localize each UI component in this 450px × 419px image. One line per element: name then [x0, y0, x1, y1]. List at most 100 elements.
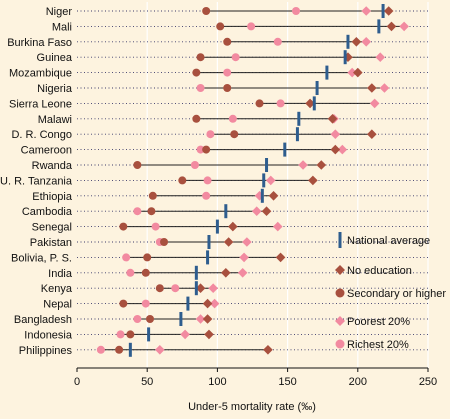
legend-label: National average	[347, 235, 430, 247]
poorest-20-marker	[265, 175, 276, 186]
country-label: Cameroon	[21, 145, 72, 157]
poorest-20-marker	[272, 221, 283, 232]
x-tick-label: 100	[208, 376, 226, 388]
legend-secondary-or-higher-marker	[335, 288, 345, 298]
poorest-20-marker	[209, 298, 220, 309]
national-average-marker	[224, 204, 228, 219]
country-row: U. R. Tanzania	[0, 173, 428, 188]
country-label: Pakistan	[30, 237, 72, 249]
national-average-marker	[346, 34, 350, 49]
country-label: Nepal	[43, 299, 72, 311]
national-average-marker	[215, 219, 219, 234]
no-education-marker	[263, 345, 273, 355]
country-label: Mali	[52, 21, 72, 33]
richest-20-marker	[116, 330, 125, 339]
no-education-marker	[327, 114, 338, 124]
secondary-or-higher-marker	[155, 284, 164, 293]
no-education-marker	[383, 6, 394, 16]
richest-20-marker	[292, 7, 301, 15]
no-education-marker	[261, 206, 272, 216]
x-tick-label: 0	[74, 376, 80, 388]
legend-richest-20-marker	[335, 339, 345, 349]
secondary-or-higher-marker	[147, 207, 156, 216]
richest-20-marker	[203, 176, 212, 185]
country-label: Niger	[46, 6, 73, 18]
secondary-or-higher-marker	[143, 253, 152, 262]
legend-item: No education	[335, 265, 412, 277]
country-label: Kenya	[41, 283, 73, 295]
country-row: Senegal	[32, 219, 428, 234]
country-row: India	[48, 265, 428, 280]
no-education-marker	[386, 21, 397, 32]
country-label: Cambodia	[22, 206, 73, 218]
country-row: Indonesia	[24, 327, 428, 342]
secondary-or-higher-marker	[223, 84, 232, 92]
secondary-or-higher-marker	[178, 176, 187, 185]
x-tick-label: 150	[278, 376, 296, 388]
richest-20-marker	[151, 222, 160, 231]
country-row: Cameroon	[21, 142, 428, 157]
secondary-or-higher-marker	[202, 7, 211, 15]
no-education-marker	[353, 67, 363, 78]
legend-label: Richest 20%	[347, 339, 409, 351]
country-label: Ethiopia	[32, 191, 73, 203]
richest-20-marker	[231, 53, 240, 62]
national-average-marker	[207, 235, 211, 249]
country-label: Sierra Leone	[9, 98, 72, 110]
secondary-or-higher-marker	[196, 53, 205, 62]
no-education-marker	[330, 144, 341, 155]
secondary-or-higher-marker	[119, 222, 128, 231]
x-axis-title: Under-5 mortality rate (‰)	[188, 401, 316, 413]
no-education-marker	[316, 160, 327, 170]
poorest-20-marker	[254, 191, 265, 201]
richest-20-marker	[247, 22, 256, 31]
poorest-20-marker	[195, 314, 206, 324]
country-label: Burkina Faso	[7, 37, 72, 49]
no-education-marker	[223, 237, 234, 247]
national-average-marker	[343, 50, 347, 65]
national-average-marker	[297, 111, 301, 126]
no-education-marker	[228, 221, 238, 232]
country-row: Nepal	[43, 296, 428, 311]
country-row: Pakistan	[30, 235, 428, 249]
secondary-or-higher-marker	[146, 315, 155, 323]
richest-20-marker	[171, 284, 180, 293]
country-label: Indonesia	[24, 329, 73, 341]
national-average-marker	[206, 250, 210, 265]
national-average-marker	[179, 312, 183, 326]
secondary-or-higher-marker	[192, 68, 201, 77]
legend-item: Secondary or higher	[335, 288, 446, 300]
country-label: Philippines	[19, 345, 73, 357]
x-tick-label: 50	[141, 376, 153, 388]
poorest-20-marker	[208, 283, 218, 293]
no-education-marker	[202, 298, 213, 309]
country-row: Sierra Leone	[9, 96, 428, 111]
national-average-marker	[315, 81, 319, 95]
no-education-marker	[221, 268, 231, 278]
poorest-20-marker	[298, 160, 308, 170]
legend-label: No education	[347, 265, 412, 277]
richest-20-marker	[96, 345, 105, 354]
country-label: D. R. Congo	[11, 129, 72, 141]
secondary-or-higher-marker	[192, 114, 201, 123]
national-average-marker	[262, 173, 266, 188]
country-label: India	[48, 268, 73, 280]
national-average-marker	[186, 296, 190, 311]
legend: National average No education Secondary or…	[335, 232, 446, 351]
richest-20-marker	[190, 161, 199, 169]
poorest-20-marker	[379, 83, 390, 93]
country-label: Guinea	[37, 52, 73, 64]
country-row: Burkina Faso	[7, 34, 428, 49]
legend-no-education-marker	[335, 265, 345, 275]
x-axis: 0 50 100 150 200 250	[74, 367, 437, 388]
national-average-marker	[381, 4, 385, 18]
x-tick-label: 250	[419, 376, 437, 388]
poorest-20-marker	[361, 37, 372, 47]
national-average-marker	[260, 188, 264, 203]
poorest-20-marker	[251, 206, 262, 216]
richest-20-marker	[196, 84, 205, 92]
legend-label: Secondary or higher	[347, 288, 446, 300]
country-row: Kenya	[41, 281, 428, 296]
national-average-marker	[325, 65, 329, 80]
